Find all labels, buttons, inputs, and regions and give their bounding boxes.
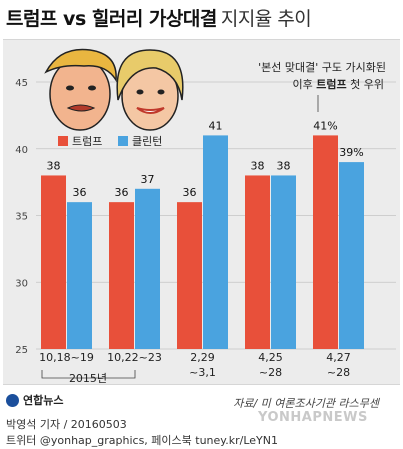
bar-value-label: 41 xyxy=(209,119,223,132)
y-tick-label: 40 xyxy=(15,145,28,156)
legend-swatch-trump xyxy=(58,136,68,146)
logo-mark-icon xyxy=(6,393,19,407)
watermark: YONHAPNEWS xyxy=(258,410,368,425)
annotation-line1: '본선 맞대결' 구도 가시화된 xyxy=(258,61,386,74)
y-tick-label: 45 xyxy=(15,78,28,89)
clinton-caricature-icon xyxy=(116,49,184,131)
bar-value-label: 36 xyxy=(183,186,197,199)
logo-text: 연합뉴스 xyxy=(23,394,64,407)
year-bracket: 2015년 xyxy=(41,370,136,385)
legend-label-clinton: 클린턴 xyxy=(132,135,162,148)
y-axis: 25 30 35 40 45 xyxy=(15,78,28,356)
trump-caricature-icon xyxy=(44,48,117,131)
bar-clinton xyxy=(339,162,364,349)
x-category-label: ~28 xyxy=(327,366,350,379)
bar-value-label: 38 xyxy=(277,159,291,172)
y-tick-label: 30 xyxy=(15,278,28,289)
bar-value-label: 37 xyxy=(141,173,155,186)
title-row: 트럼프 vs 힐러리 가상대결 지지율 추이 xyxy=(6,4,401,34)
x-category-label: 2,29 xyxy=(190,351,215,364)
chart-subtitle: 지지율 추이 xyxy=(220,8,312,30)
bar-value-label: 41% xyxy=(313,119,337,132)
chart-title: 트럼프 vs 힐러리 가상대결 xyxy=(6,8,217,30)
byline: 박영석 기자 / 20160503 xyxy=(6,418,127,431)
y-tick-label: 25 xyxy=(15,345,28,356)
bar-clinton xyxy=(67,202,92,349)
legend: 트럼프 클린턴 xyxy=(58,135,162,148)
x-category-label: 10,22~23 xyxy=(107,351,162,364)
bar-clinton xyxy=(271,175,296,349)
bar-trump xyxy=(41,175,66,349)
bar-clinton xyxy=(203,135,228,349)
x-category-label: ~28 xyxy=(259,366,282,379)
bar-trump xyxy=(245,175,270,349)
bars: 38 36 36 37 36 41 38 38 41% 39% xyxy=(41,119,364,349)
legend-label-trump: 트럼프 xyxy=(72,135,102,148)
data-source: 자료/ 미 여론조사기관 라스무센 xyxy=(233,397,379,410)
bar-value-label: 38 xyxy=(251,159,265,172)
bar-value-label: 36 xyxy=(115,186,129,199)
x-axis: 10,18~19 10,22~23 2,29 ~3,1 4,25 ~28 4,27 ~28 xyxy=(39,351,351,379)
bar-trump xyxy=(109,202,134,349)
year-bracket-label: 2015년 xyxy=(69,372,107,385)
bar-trump xyxy=(177,202,202,349)
x-category-label: 4,27 xyxy=(326,351,351,364)
x-category-label: 10,18~19 xyxy=(39,351,94,364)
annotation: '본선 맞대결' 구도 가시화된 이후 트럼프 첫 우위 xyxy=(258,61,386,112)
bar-trump xyxy=(313,135,338,349)
bar-clinton xyxy=(135,188,160,349)
bar-value-label: 39% xyxy=(339,146,363,159)
bar-value-label: 38 xyxy=(47,159,61,172)
y-tick-label: 35 xyxy=(15,212,28,223)
bar-value-label: 36 xyxy=(73,186,87,199)
social-contact: 트위터 @yonhap_graphics, 페이스북 tuney.kr/LeYN… xyxy=(6,434,278,447)
x-category-label: 4,25 xyxy=(258,351,283,364)
annotation-line2: 이후 트럼프 첫 우위 xyxy=(293,78,384,91)
legend-swatch-clinton xyxy=(118,136,128,146)
x-category-label: ~3,1 xyxy=(189,366,216,379)
news-agency-logo: 연합뉴스 xyxy=(6,392,63,408)
